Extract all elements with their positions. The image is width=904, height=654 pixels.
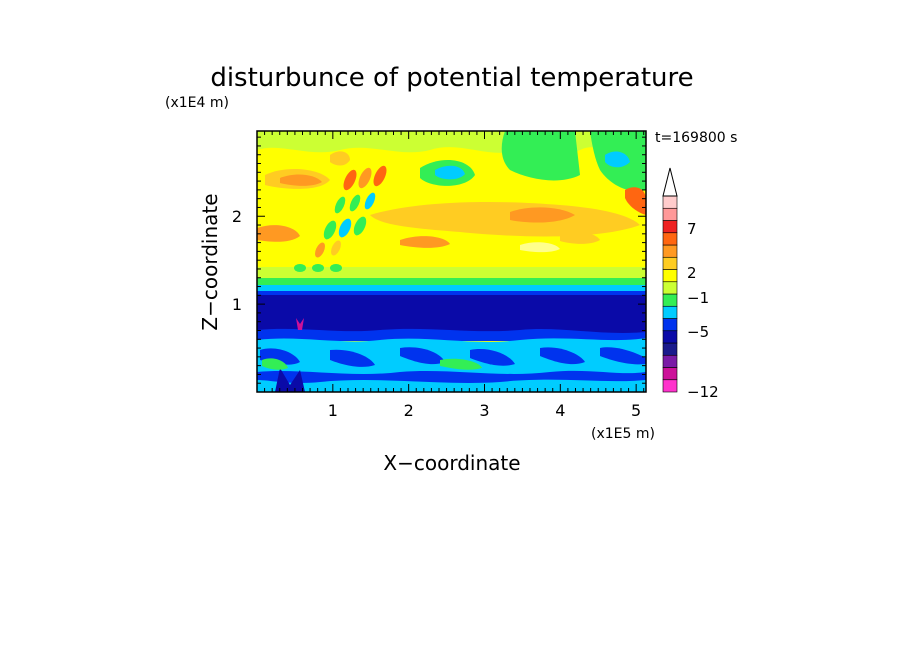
contour-field <box>257 131 646 392</box>
x-tick-label: 2 <box>404 401 414 420</box>
colorbar-band <box>662 379 678 393</box>
colorbar-band <box>662 342 678 356</box>
colorbar: 7 2 −1 −5 −12 <box>662 167 719 401</box>
warm-anomaly-core <box>510 207 575 223</box>
low-green-patch <box>262 358 288 370</box>
colorbar-label: −12 <box>687 383 719 401</box>
field-layer-green <box>257 278 646 286</box>
low-green-patch <box>440 358 482 370</box>
colorbar-label: 2 <box>687 264 697 282</box>
chart-title: disturbunce of potential temperature <box>210 63 693 93</box>
x-tick-label: 4 <box>555 401 565 420</box>
x-axis: 1 2 3 4 5 <box>264 131 645 420</box>
colorbar-band <box>662 330 678 344</box>
time-label: t=169800 s <box>655 130 737 146</box>
low-lobe <box>330 349 375 367</box>
low-band <box>257 370 646 383</box>
field-layer-cyan <box>257 285 646 292</box>
warm-anomaly-core <box>280 174 322 186</box>
colorbar-band <box>662 281 678 295</box>
warm-anomaly <box>370 202 640 237</box>
x-axis-label: X−coordinate <box>383 451 520 475</box>
colorbar-band <box>662 293 678 307</box>
y-axis-unit: (x1E4 m) <box>165 95 229 111</box>
colorbar-band <box>662 354 678 368</box>
mountain-peak-anomaly <box>296 318 304 330</box>
warm-anomaly-hot <box>625 187 646 215</box>
colorbar-extend-arrow <box>662 167 678 197</box>
colorbar-band <box>662 207 678 221</box>
colorbar-band <box>662 367 678 381</box>
y-tick-label: 2 <box>232 207 242 226</box>
y-axis-label: Z−coordinate <box>198 193 222 330</box>
low-lobe <box>540 347 585 365</box>
x-tick-label: 1 <box>328 401 338 420</box>
low-lobe <box>470 349 515 366</box>
x-tick-label: 5 <box>631 401 641 420</box>
colorbar-band <box>662 220 678 234</box>
colorbar-label: −1 <box>687 289 709 307</box>
field-layer-darkblue <box>257 295 646 333</box>
y-axis: 12 <box>232 136 646 384</box>
colorbar-band <box>662 256 678 270</box>
x-axis-unit: (x1E5 m) <box>591 426 655 442</box>
x-tick-label: 3 <box>479 401 489 420</box>
low-lobe <box>400 347 445 365</box>
upper-right-cyan <box>605 151 630 168</box>
plot-frame <box>256 130 647 393</box>
warm-anomaly <box>560 232 600 244</box>
y-tick-label: 1 <box>232 295 242 314</box>
colorbar-band <box>662 244 678 258</box>
colorbar-label: −5 <box>687 323 709 341</box>
field-layer-lime <box>257 267 646 279</box>
warm-anomaly <box>330 151 350 166</box>
warm-anomaly-core <box>400 236 450 248</box>
low-lobe <box>600 347 646 365</box>
gravity-wave-train <box>294 165 387 272</box>
upper-green-region <box>501 131 580 181</box>
colorbar-band <box>662 195 678 209</box>
colorbar-band <box>662 269 678 283</box>
mountain-disturbance <box>275 368 305 392</box>
colorbar-label: 7 <box>687 220 697 238</box>
colorbar-band <box>662 305 678 319</box>
colorbar-band <box>662 232 678 246</box>
warm-anomaly-core <box>257 225 300 242</box>
light-patch <box>520 242 560 253</box>
upper-cyan-core <box>435 165 465 180</box>
colorbar-band <box>662 318 678 332</box>
